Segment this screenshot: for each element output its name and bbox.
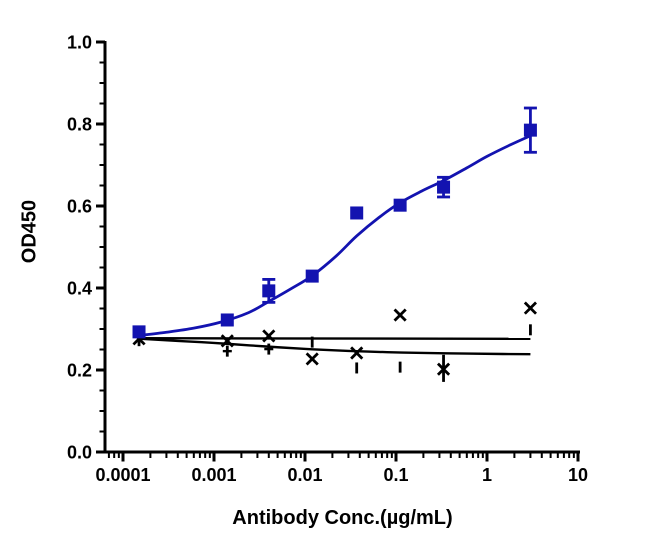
y-axis-title: OD450 bbox=[18, 199, 41, 264]
x-tick-label: 0.01 bbox=[287, 465, 322, 485]
series-black-x-control bbox=[132, 301, 538, 376]
y-tick-label: 0.8 bbox=[67, 115, 92, 135]
x-marker bbox=[262, 329, 276, 343]
blue-antibody-binding-fit-line bbox=[138, 134, 532, 337]
black-dash-control-data-point bbox=[222, 345, 232, 357]
x-tick-label: 0.001 bbox=[191, 465, 236, 485]
square-marker bbox=[523, 123, 537, 137]
blue-antibody-binding-data-point bbox=[437, 175, 451, 199]
blue-antibody-binding-data-point bbox=[262, 277, 276, 304]
square-marker bbox=[305, 269, 319, 283]
blue-antibody-binding-data-point bbox=[523, 106, 537, 154]
tick-labels: 0.0 0.2 0.4 0.6 0.8 1.0 0.0001 0.001 0.01 0.1 1 10 bbox=[67, 33, 588, 486]
series-blue-antibody-binding bbox=[132, 106, 537, 339]
y-tick-label: 0.0 bbox=[67, 443, 92, 463]
y-tick-label: 0.2 bbox=[67, 361, 92, 381]
blue-antibody-binding-data-point bbox=[132, 325, 146, 339]
axes bbox=[103, 41, 580, 454]
series-black-dash-control bbox=[137, 324, 532, 382]
blue-antibody-binding-data-point bbox=[393, 198, 407, 212]
black-x-control-data-point bbox=[523, 301, 538, 315]
square-marker bbox=[350, 206, 364, 220]
blue-antibody-binding-data-point bbox=[220, 313, 234, 327]
y-tick-label: 0.4 bbox=[67, 279, 92, 299]
y-tick-label: 1.0 bbox=[67, 33, 92, 53]
x-axis-title: Antibody Conc.(µg/mL) bbox=[232, 507, 453, 529]
black-x-control-fit-line bbox=[139, 337, 531, 341]
x-tick-label: 1 bbox=[482, 465, 492, 485]
black-dash-control-data-point bbox=[264, 343, 274, 355]
square-marker bbox=[220, 313, 234, 327]
square-marker bbox=[393, 198, 407, 212]
x-marker bbox=[523, 301, 538, 315]
black-x-control-data-point bbox=[350, 346, 364, 360]
square-marker bbox=[437, 180, 451, 194]
x-marker bbox=[305, 352, 319, 366]
black-dash-control-fit-line bbox=[138, 337, 531, 356]
blue-antibody-binding-data-point bbox=[305, 269, 319, 283]
x-tick-label: 0.1 bbox=[383, 465, 408, 485]
x-marker bbox=[393, 308, 407, 322]
blue-antibody-binding-data-point bbox=[350, 206, 364, 220]
x-tick-label: 10 bbox=[568, 465, 588, 485]
square-marker bbox=[132, 325, 146, 339]
x-tick-label: 0.0001 bbox=[95, 465, 150, 485]
y-tick-label: 0.6 bbox=[67, 197, 92, 217]
black-x-control-data-point bbox=[262, 329, 276, 343]
black-x-control-data-point bbox=[393, 308, 407, 322]
black-x-control-data-point bbox=[305, 352, 319, 366]
square-marker bbox=[262, 284, 276, 298]
x-marker bbox=[350, 346, 364, 360]
axis-ticks bbox=[96, 40, 580, 462]
